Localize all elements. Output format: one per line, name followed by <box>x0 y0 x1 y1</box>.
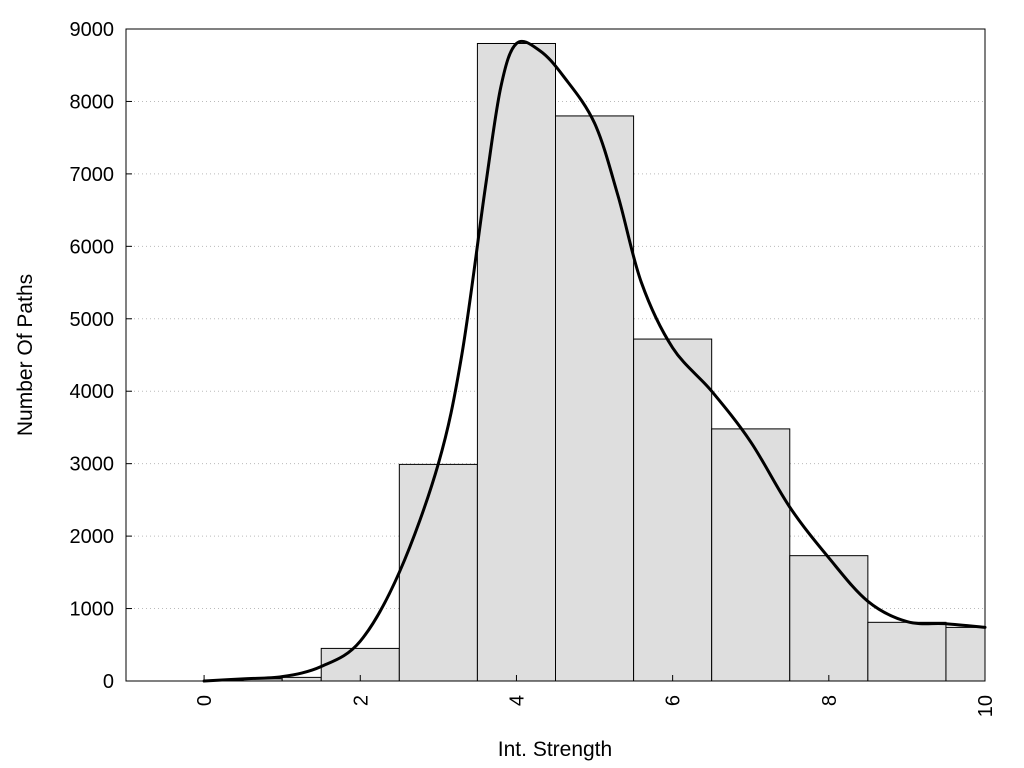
bar-10 <box>867 621 947 682</box>
bar-2 <box>281 676 322 682</box>
axis-ticks <box>126 28 986 682</box>
x-tick-label-5: 10 <box>975 695 997 717</box>
y-tick-label-4: 4000 <box>70 381 115 403</box>
x-tick-label-2: 4 <box>506 695 528 706</box>
x-tick-label-1: 2 <box>350 695 372 706</box>
bar-5 <box>476 42 556 682</box>
tick-labels: 0 1000 2000 3000 4000 5000 6000 7000 8000 9000 0 2 4… <box>70 19 998 717</box>
density-curve-group <box>202 39 987 683</box>
y-tick-label-5: 5000 <box>70 309 115 331</box>
x-tick-label-0: 0 <box>194 695 216 706</box>
y-tick-label-8: 8000 <box>70 91 115 113</box>
bars <box>203 42 986 682</box>
x-tick-label-3: 6 <box>663 695 685 706</box>
y-tick-label-3: 3000 <box>70 454 115 476</box>
bar-11 <box>945 626 986 682</box>
bar-9 <box>789 555 869 682</box>
plot-frame <box>125 28 986 682</box>
y-tick-label-9: 9000 <box>70 19 115 41</box>
y-tick-label-1: 1000 <box>70 599 115 621</box>
bar-8 <box>711 428 791 682</box>
x-tick-label-4: 8 <box>819 695 841 706</box>
y-tick-label-0: 0 <box>103 671 114 693</box>
bar-4 <box>398 463 478 682</box>
y-tick-label-2: 2000 <box>70 526 115 548</box>
bar-6 <box>555 115 635 682</box>
y-axis-label: Number Of Paths <box>14 274 37 436</box>
y-tick-label-6: 6000 <box>70 236 115 258</box>
y-tick-label-7: 7000 <box>70 164 115 186</box>
bar-7 <box>633 338 713 682</box>
x-axis-label: Int. Strength <box>498 738 612 761</box>
density-curve <box>202 39 987 683</box>
